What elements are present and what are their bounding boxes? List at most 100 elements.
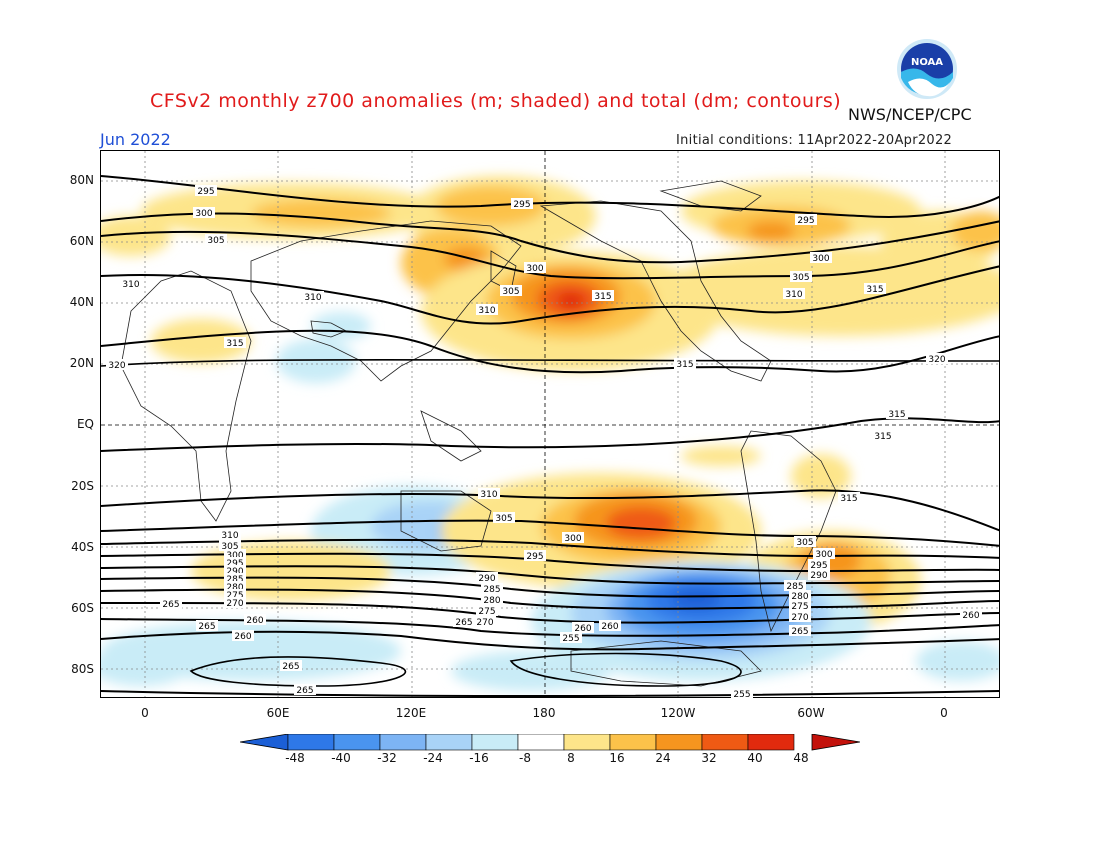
contour-label: 310 [478, 488, 500, 500]
contour-label: 295 [224, 557, 246, 569]
colorbar-segment [379, 734, 427, 751]
svg-text:280: 280 [791, 592, 808, 602]
contour-label: 315 [224, 337, 246, 349]
colorbar-segment [287, 734, 335, 751]
lon-label-60e: 60E [266, 706, 290, 720]
svg-text:290: 290 [478, 574, 495, 584]
noaa-logo-icon: NOAA [897, 39, 957, 99]
contour-label: 280 [481, 594, 503, 606]
lat-label-80n: 80N [69, 173, 94, 187]
svg-text:315: 315 [888, 410, 905, 420]
svg-text:255: 255 [562, 634, 579, 644]
svg-text:260: 260 [962, 611, 979, 621]
svg-text:310: 310 [480, 490, 497, 500]
contour-label: 260 [960, 609, 982, 621]
svg-text:305: 305 [502, 287, 519, 297]
colorbar-label: -8 [519, 751, 531, 765]
contour-label: 290 [476, 572, 498, 584]
svg-text:270: 270 [476, 618, 493, 628]
lon-label-0-east: 0 [940, 706, 948, 720]
contour-label: 305 [219, 540, 241, 552]
contour-label: 290 [808, 569, 830, 581]
colorbar-segment [517, 734, 565, 751]
svg-text:265: 265 [296, 686, 313, 696]
svg-text:285: 285 [483, 585, 500, 595]
colorbar-label: 32 [701, 751, 717, 765]
contour-label: 260 [244, 614, 266, 626]
svg-text:260: 260 [234, 632, 251, 642]
svg-text:310: 310 [785, 290, 802, 300]
colorbar-segment [747, 734, 795, 751]
svg-text:315: 315 [226, 339, 243, 349]
svg-text:295: 295 [226, 559, 243, 569]
contour-label: 275 [789, 600, 811, 612]
contour-label: 270 [224, 597, 246, 609]
svg-text:260: 260 [574, 624, 591, 634]
colorbar-label: 40 [747, 751, 763, 765]
contour-label: 305 [790, 271, 812, 283]
colorbar-segment [333, 734, 381, 751]
contour-label: 315 [886, 408, 908, 420]
contour-label: 285 [481, 583, 503, 595]
colorbar-label: 8 [567, 751, 575, 765]
svg-text:305: 305 [796, 538, 813, 548]
svg-text:295: 295 [513, 200, 530, 210]
contour-label: 310 [302, 291, 324, 303]
svg-text:265: 265 [198, 622, 215, 632]
colorbar-label: -16 [469, 751, 489, 765]
colorbar-arrow-left [240, 734, 289, 751]
contour-label: 310 [476, 304, 498, 316]
contour-label: 255 [731, 690, 753, 698]
svg-text:320: 320 [108, 361, 125, 371]
svg-text:260: 260 [601, 622, 618, 632]
svg-text:300: 300 [815, 550, 832, 560]
svg-text:275: 275 [791, 602, 808, 612]
colorbar-segment [609, 734, 657, 751]
svg-text:270: 270 [791, 613, 808, 623]
svg-text:265: 265 [791, 627, 808, 637]
contour-label: 300 [813, 548, 835, 560]
contour-label: 300 [562, 532, 584, 544]
anomaly-map [100, 150, 1000, 698]
lat-label-60s: 60S [71, 601, 94, 615]
svg-text:305: 305 [495, 514, 512, 524]
lat-label-20n: 20N [69, 356, 94, 370]
contour-label: 265 [453, 616, 475, 628]
lon-label-120w: 120W [660, 706, 696, 720]
lon-label-0: 0 [141, 706, 149, 720]
svg-text:275: 275 [226, 591, 243, 601]
colorbar-label: 48 [793, 751, 809, 765]
contour-label: 315 [872, 430, 894, 442]
svg-text:305: 305 [221, 542, 238, 552]
contour-label: 305 [205, 234, 227, 246]
contour-label: 305 [493, 512, 515, 524]
svg-text:315: 315 [594, 292, 611, 302]
contour-label: 320 [926, 353, 948, 365]
agency-label: NWS/NCEP/CPC [848, 105, 972, 124]
contour-label: 260 [599, 620, 621, 632]
svg-text:265: 265 [282, 662, 299, 672]
lat-label-40n: 40N [69, 295, 94, 309]
lat-label-80s: 80S [71, 662, 94, 676]
colorbar [240, 734, 860, 751]
svg-text:285: 285 [226, 575, 243, 585]
lat-label-eq: EQ [76, 417, 94, 431]
contour-label: 260 [572, 622, 594, 634]
chart-title: CFSv2 monthly z700 anomalies (m; shaded)… [150, 90, 842, 112]
contour-label: 295 [524, 550, 546, 562]
contour-label: 265 [196, 620, 218, 632]
contour-label: 315 [592, 290, 614, 302]
svg-text:310: 310 [122, 280, 139, 290]
contour-label: 265 [160, 598, 182, 610]
svg-text:295: 295 [810, 561, 827, 571]
contour-label: 305 [500, 285, 522, 297]
contour-label: 310 [219, 529, 241, 541]
contour-label: 310 [783, 288, 805, 300]
colorbar-label: 24 [655, 751, 671, 765]
svg-text:290: 290 [226, 567, 243, 577]
svg-text:300: 300 [226, 551, 243, 561]
svg-text:280: 280 [483, 596, 500, 606]
colorbar-segment [655, 734, 703, 751]
svg-text:285: 285 [786, 582, 803, 592]
svg-text:310: 310 [478, 306, 495, 316]
